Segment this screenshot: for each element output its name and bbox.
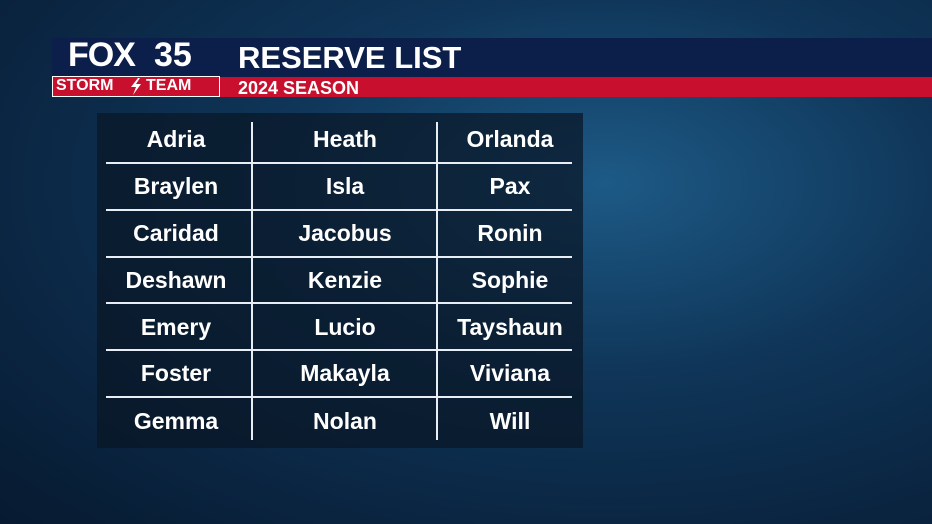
name-cell: Nolan (313, 408, 377, 434)
logo-storm: STORM (56, 77, 114, 94)
header-bar (52, 38, 932, 77)
logo-brand: FOX (68, 36, 136, 74)
name-cell: Emery (140, 314, 212, 340)
name-cell: Gemma (133, 408, 219, 434)
name-cell: Jacobus (298, 220, 392, 246)
row-divider (106, 349, 572, 351)
name-cell: Makayla (300, 360, 390, 386)
name-cell: Viviana (469, 360, 551, 386)
name-cell: Deshawn (125, 267, 227, 293)
name-cell: Pax (489, 173, 531, 199)
name-cell: Orlanda (466, 126, 554, 152)
column-divider (251, 122, 253, 440)
name-cell: Adria (146, 126, 206, 152)
logo: FOX 35 (66, 36, 206, 76)
name-cell: Kenzie (307, 267, 383, 293)
column-divider (436, 122, 438, 440)
name-cell: Ronin (477, 220, 543, 246)
name-cell: Will (489, 408, 531, 434)
row-divider (106, 396, 572, 398)
logo-channel: 35 (154, 36, 192, 74)
name-cell: Foster (140, 360, 212, 386)
row-divider (106, 209, 572, 211)
logo-badge: STORM TEAM (52, 76, 220, 97)
logo-team: TEAM (146, 77, 192, 94)
name-cell: Heath (313, 126, 377, 152)
name-cell: Lucio (314, 314, 376, 340)
row-divider (106, 162, 572, 164)
name-cell: Caridad (133, 220, 219, 246)
row-divider (106, 256, 572, 258)
name-cell: Sophie (471, 267, 549, 293)
name-cell: Isla (325, 173, 365, 199)
row-divider (106, 302, 572, 304)
name-cell: Braylen (133, 173, 219, 199)
name-cell: Tayshaun (457, 314, 563, 340)
bolt-icon (131, 78, 141, 95)
title: RESERVE LIST (238, 40, 462, 75)
subheader-bar (52, 77, 932, 97)
table-panel (97, 113, 583, 448)
subtitle: 2024 SEASON (238, 78, 360, 98)
